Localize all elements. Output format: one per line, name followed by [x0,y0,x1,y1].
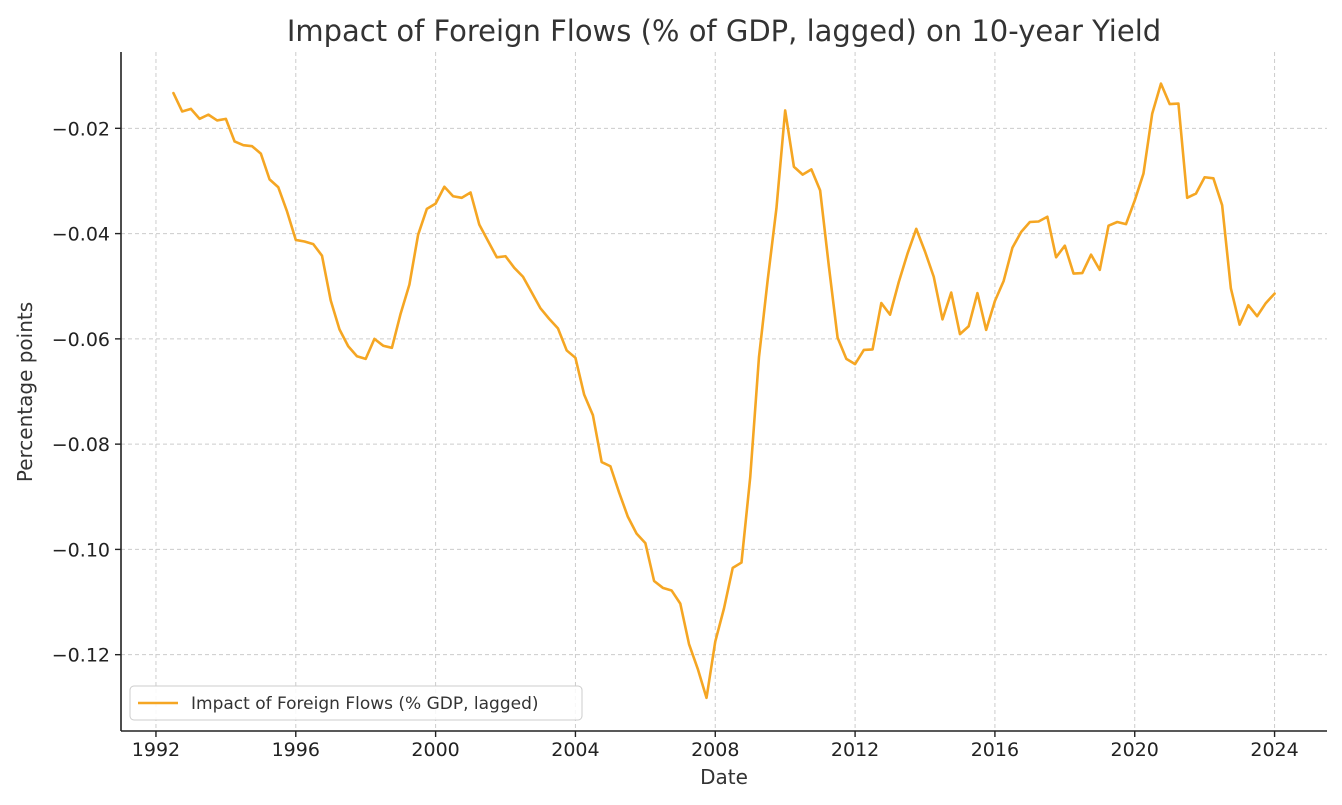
x-tick-label: 2008 [691,739,739,761]
y-tick-label: −0.04 [52,224,110,246]
y-tick-label: −0.08 [52,434,110,456]
legend-label: Impact of Foreign Flows (% GDP, lagged) [191,694,539,714]
y-axis-label: Percentage points [13,302,37,482]
y-axis-ticks: −0.12 −0.10 −0.08 −0.06 −0.04 −0.02 [52,118,121,667]
y-tick-label: −0.12 [52,645,110,667]
x-tick-label: 2004 [551,739,599,761]
x-axis-label: Date [700,765,748,789]
x-tick-label: 1992 [132,739,180,761]
chart-title: Impact of Foreign Flows (% of GDP, lagge… [287,14,1161,48]
x-axis-ticks: 1992 1996 2000 2004 2008 2012 2016 2020 2024 [132,731,1299,761]
x-tick-label: 2012 [831,739,879,761]
y-tick-label: −0.10 [52,539,110,561]
series-line [172,82,1276,700]
x-tick-label: 2000 [411,739,459,761]
series-layer [172,82,1276,700]
y-tick-label: −0.02 [52,118,110,140]
y-tick-label: −0.06 [52,329,110,351]
legend-box [129,685,583,721]
x-tick-label: 2024 [1250,739,1298,761]
x-tick-label: 2020 [1111,739,1159,761]
x-tick-label: 1996 [272,739,320,761]
grid [121,52,1327,731]
x-tick-label: 2016 [971,739,1019,761]
legend: Impact of Foreign Flows (% GDP, lagged) [129,685,583,721]
